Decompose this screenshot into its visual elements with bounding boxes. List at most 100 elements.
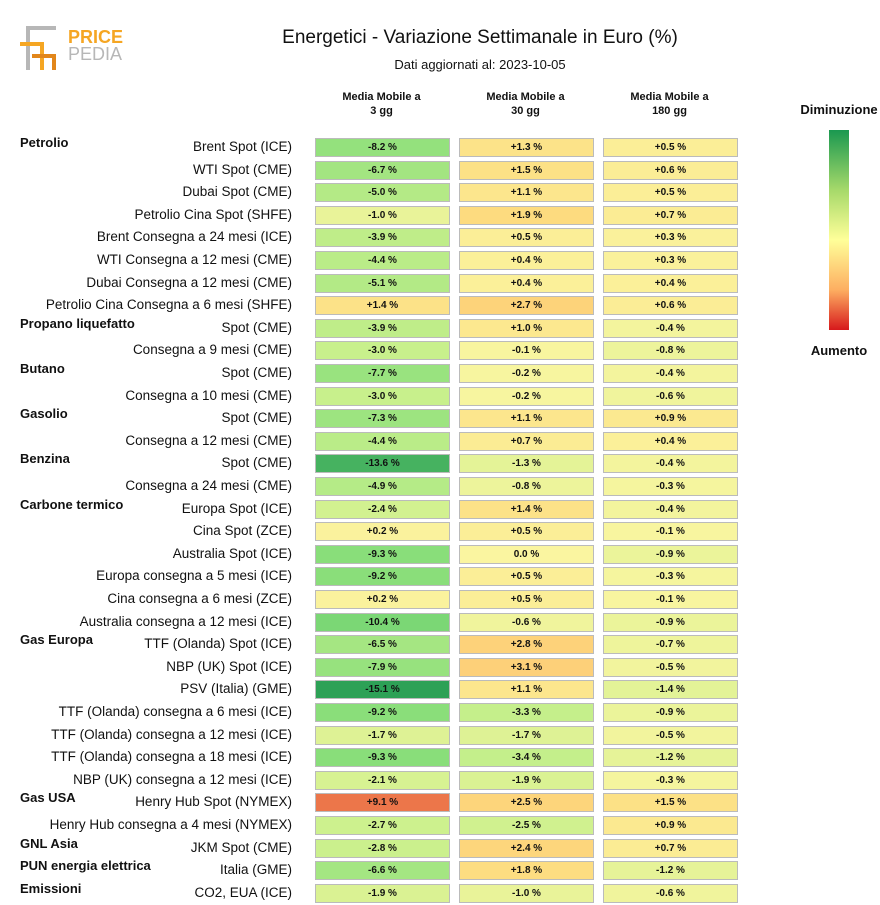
value-cell: -7.3 % bbox=[315, 409, 450, 429]
value-cell: +0.3 % bbox=[603, 228, 738, 248]
value-cell: +0.6 % bbox=[603, 160, 738, 180]
value-cell: -0.4 % bbox=[603, 499, 738, 519]
row-label: Consegna a 9 mesi (CME) bbox=[132, 342, 292, 358]
value-cell: -9.2 % bbox=[315, 567, 450, 587]
group-label: Gasolio bbox=[20, 406, 68, 422]
value-cell: -2.1 % bbox=[315, 770, 450, 790]
value-cell: +1.5 % bbox=[459, 160, 594, 180]
value-cell: -1.9 % bbox=[315, 883, 450, 903]
value-cell: -1.2 % bbox=[603, 748, 738, 768]
legend-top-label: Diminuzione bbox=[800, 102, 878, 117]
svg-text:PRICE: PRICE bbox=[68, 27, 123, 47]
value-cell: -9.2 % bbox=[315, 703, 450, 722]
value-cell: +1.1 % bbox=[459, 409, 594, 429]
value-cell: +0.5 % bbox=[459, 228, 594, 248]
row-label: TTF (Olanda) consegna a 6 mesi (ICE) bbox=[58, 704, 292, 719]
value-cell: -0.1 % bbox=[459, 341, 594, 361]
row-label: Consegna a 12 mesi (CME) bbox=[125, 432, 292, 448]
value-cell: -4.4 % bbox=[315, 431, 450, 451]
value-cell: +0.2 % bbox=[315, 522, 450, 542]
value-cell: -1.2 % bbox=[603, 861, 738, 881]
value-cell: -9.3 % bbox=[315, 748, 450, 768]
value-cell: -3.9 % bbox=[315, 318, 450, 338]
group-label: Emissioni bbox=[20, 880, 82, 896]
value-cell: +1.4 % bbox=[459, 499, 594, 519]
column-header-line2: 3 gg bbox=[370, 105, 393, 117]
value-cell: -8.2 % bbox=[315, 138, 450, 157]
value-cell: -0.8 % bbox=[603, 341, 738, 361]
value-cell: -0.3 % bbox=[603, 477, 738, 496]
group-label: Carbone termico bbox=[20, 496, 124, 512]
value-cell: -2.7 % bbox=[315, 816, 450, 835]
group-label: Propano liquefatto bbox=[20, 315, 135, 331]
value-cell: +0.9 % bbox=[603, 409, 738, 429]
value-cell: -3.0 % bbox=[315, 386, 450, 406]
value-cell: -0.9 % bbox=[603, 703, 738, 722]
row-label: Spot (CME) bbox=[221, 365, 292, 380]
row-label: Australia Spot (ICE) bbox=[172, 545, 292, 561]
column-header-line1: Media Mobile a bbox=[342, 91, 421, 103]
value-cell: +0.5 % bbox=[603, 138, 738, 157]
group-label: Butano bbox=[20, 361, 65, 376]
row-label: CO2, EUA (ICE) bbox=[194, 884, 292, 900]
value-cell: +0.4 % bbox=[459, 251, 594, 270]
row-label: JKM Spot (CME) bbox=[190, 839, 292, 855]
value-cell: -0.5 % bbox=[603, 657, 738, 677]
value-cell: -1.7 % bbox=[315, 725, 450, 745]
group-label: PUN energia elettrica bbox=[20, 858, 151, 874]
value-cell: -0.2 % bbox=[459, 386, 594, 406]
chart-title: Energetici - Variazione Settimanale in E… bbox=[282, 27, 678, 48]
value-cell: +1.1 % bbox=[459, 183, 594, 203]
group-label: Petrolio bbox=[20, 135, 69, 150]
value-cell: -3.4 % bbox=[459, 748, 594, 768]
value-cell: -4.4 % bbox=[315, 251, 450, 270]
value-cell: -0.9 % bbox=[603, 544, 738, 564]
value-cell: -5.1 % bbox=[315, 273, 450, 293]
value-cell: +1.3 % bbox=[459, 138, 594, 157]
row-label: Spot (CME) bbox=[221, 455, 292, 471]
value-cell: +0.7 % bbox=[603, 205, 738, 225]
value-cell: -0.6 % bbox=[603, 883, 738, 903]
chart-subtitle: Dati aggiornati al: 2023-10-05 bbox=[394, 57, 566, 72]
value-cell: -0.3 % bbox=[603, 770, 738, 790]
column-header-30gg: Media Mobile a 30 gg bbox=[458, 90, 593, 118]
value-cell: +1.0 % bbox=[459, 318, 594, 338]
group-label: Gas USA bbox=[20, 790, 76, 806]
color-scale-bar bbox=[829, 130, 849, 330]
value-cell: +1.4 % bbox=[315, 296, 450, 316]
row-label: Australia consegna a 12 mesi (ICE) bbox=[79, 613, 292, 629]
value-cell: -0.1 % bbox=[603, 590, 738, 609]
value-cell: +1.9 % bbox=[459, 205, 594, 225]
value-cell: -1.0 % bbox=[315, 205, 450, 225]
value-cell: -0.4 % bbox=[603, 318, 738, 338]
value-cell: -1.4 % bbox=[603, 680, 738, 700]
row-label: Dubai Spot (CME) bbox=[182, 184, 292, 200]
value-cell: +2.4 % bbox=[459, 838, 594, 858]
value-cell: +0.4 % bbox=[459, 273, 594, 293]
row-label: TTF (Olanda) consegna a 12 mesi (ICE) bbox=[51, 726, 292, 742]
value-cell: +1.8 % bbox=[459, 861, 594, 881]
column-header-180gg: Media Mobile a 180 gg bbox=[602, 90, 737, 118]
value-cell: +0.5 % bbox=[459, 590, 594, 609]
value-cell: -0.3 % bbox=[603, 567, 738, 587]
row-label: Consegna a 10 mesi (CME) bbox=[125, 387, 292, 403]
row-label: Dubai Consegna a 12 mesi (CME) bbox=[86, 274, 292, 290]
value-cell: -0.7 % bbox=[603, 635, 738, 655]
pricepedia-logo: PRICE PEDIA bbox=[20, 26, 123, 70]
row-label: WTI Spot (CME) bbox=[192, 161, 292, 177]
value-cell: +2.5 % bbox=[459, 793, 594, 813]
legend-bottom-label: Aumento bbox=[810, 343, 868, 358]
value-cell: -2.4 % bbox=[315, 499, 450, 519]
value-cell: +0.4 % bbox=[603, 431, 738, 451]
value-cell: -0.6 % bbox=[603, 386, 738, 406]
value-cell: +0.9 % bbox=[603, 816, 738, 835]
row-label: Consegna a 24 mesi (CME) bbox=[125, 478, 292, 493]
row-label: Spot (CME) bbox=[221, 410, 292, 426]
value-cell: +0.5 % bbox=[459, 522, 594, 542]
value-cell: +0.7 % bbox=[603, 838, 738, 858]
value-cell: -6.6 % bbox=[315, 861, 450, 881]
column-header-line1: Media Mobile a bbox=[630, 91, 709, 103]
value-cell: -3.0 % bbox=[315, 341, 450, 361]
value-cell: -0.4 % bbox=[603, 454, 738, 474]
row-label: Italia (GME) bbox=[219, 862, 292, 878]
